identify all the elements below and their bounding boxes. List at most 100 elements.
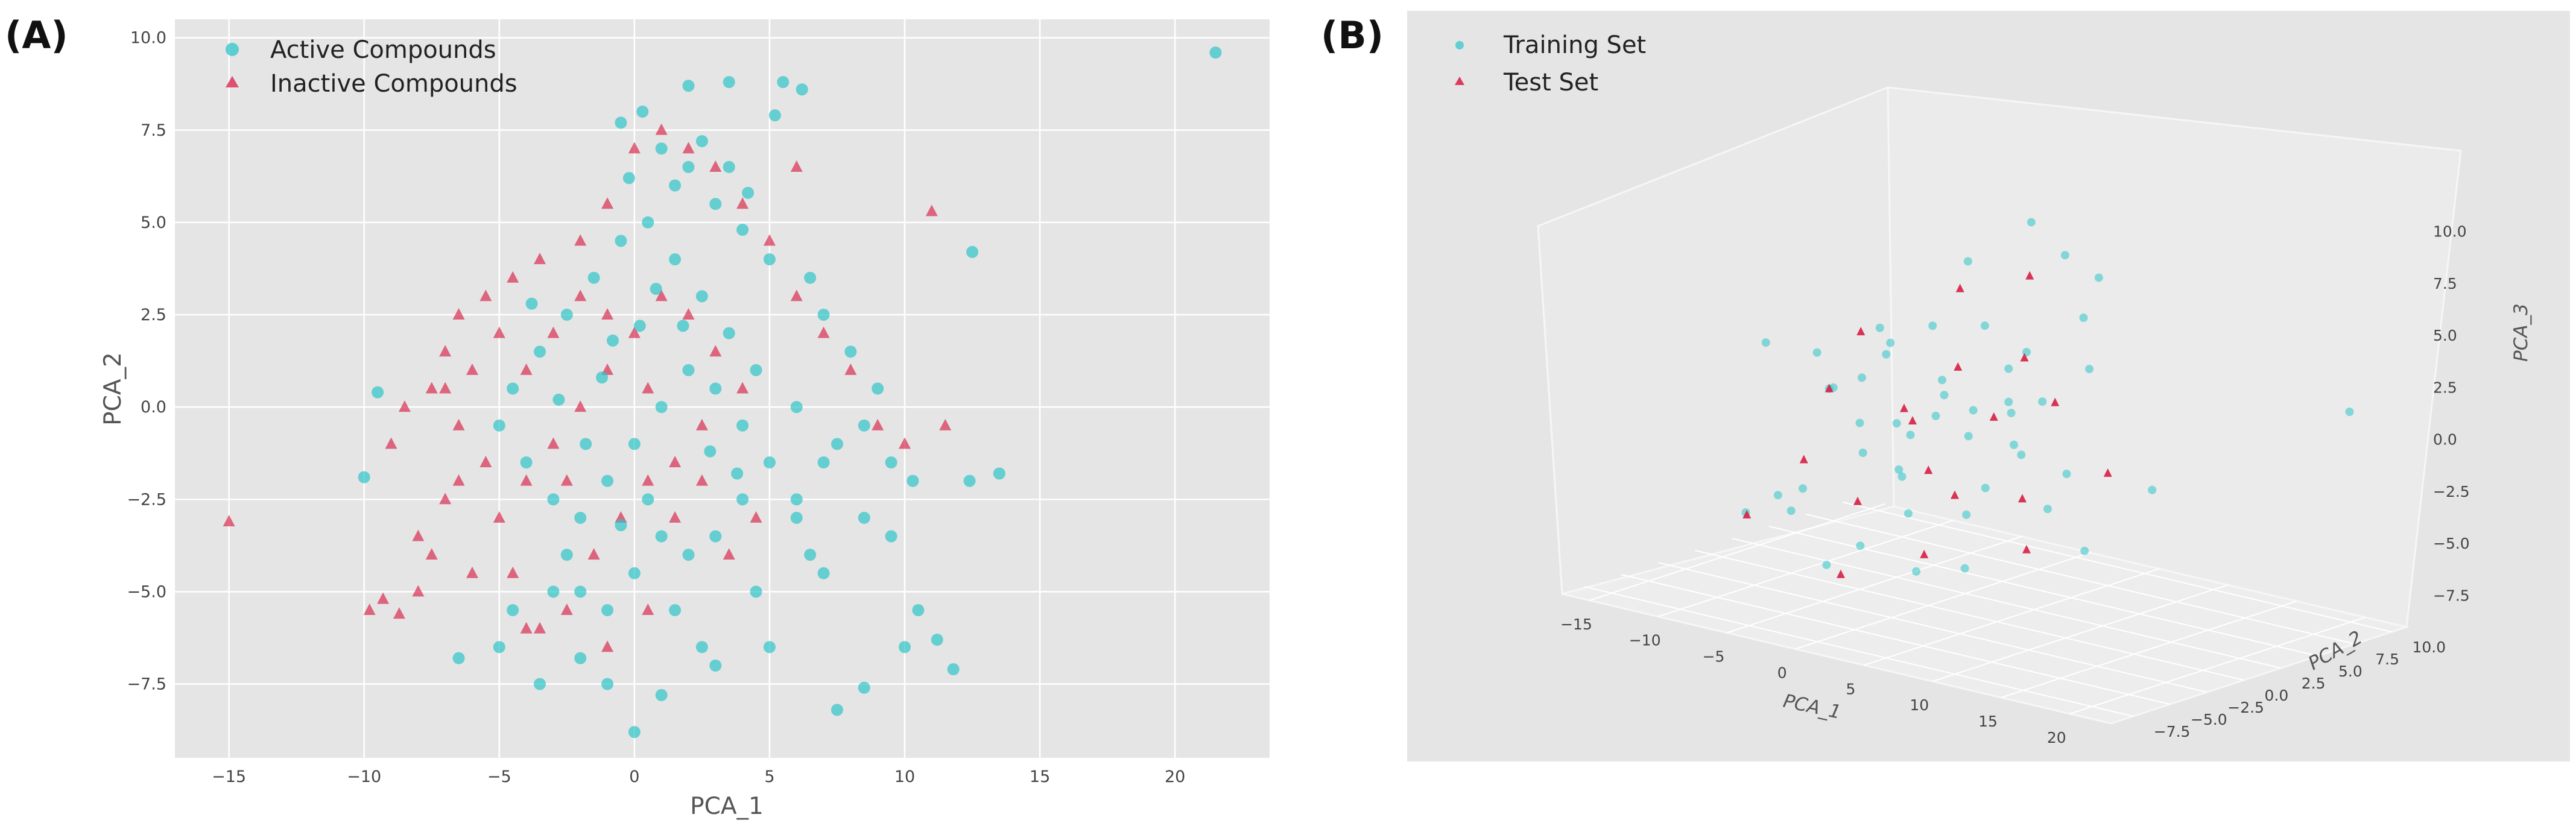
active-point — [899, 641, 911, 654]
legend-inactive-label: Inactive Compounds — [270, 70, 517, 98]
inactive-point — [223, 515, 235, 526]
legend-training-label: Training Set — [1503, 31, 1646, 59]
inactive-point — [790, 289, 803, 301]
inactive-point — [479, 456, 492, 467]
active-point — [750, 585, 762, 598]
active-point — [507, 604, 519, 616]
training-point — [2079, 314, 2088, 322]
chart-a-x-ticks: −15 −10 −5 0 5 10 15 20 — [212, 768, 1185, 786]
inactive-point — [493, 326, 505, 338]
active-point — [790, 401, 803, 414]
training-point — [2060, 251, 2069, 260]
inactive-point — [377, 592, 390, 604]
active-point — [493, 419, 505, 432]
y3d-tick-label: −2.5 — [2227, 699, 2264, 716]
training-point — [1886, 338, 1895, 347]
y-tick-label: 5.0 — [141, 213, 166, 232]
active-point — [607, 334, 619, 347]
inactive-point — [452, 474, 465, 486]
z3d-tick-label: 7.5 — [2433, 275, 2457, 292]
y3d-tick-label: 5.0 — [2338, 663, 2362, 680]
training-point — [1856, 541, 1865, 550]
active-point — [669, 604, 682, 616]
inactive-point — [682, 308, 695, 320]
test-point — [1824, 383, 1834, 393]
inactive-point — [439, 345, 452, 357]
legend-test-marker — [1455, 77, 1464, 85]
inactive-point — [628, 326, 641, 338]
y-tick-label: −7.5 — [127, 675, 166, 694]
inactive-point — [628, 142, 641, 154]
inactive-point — [939, 418, 952, 430]
training-point — [2017, 450, 2026, 459]
active-point — [601, 474, 614, 487]
y-tick-label: −2.5 — [127, 490, 166, 509]
active-point — [947, 663, 960, 675]
training-point — [1882, 350, 1891, 359]
active-point — [742, 186, 755, 199]
inactive-point — [695, 474, 708, 486]
x3d-tick-label: 0 — [1777, 664, 1787, 681]
test-point — [2020, 353, 2029, 362]
inactive-point — [899, 437, 911, 449]
active-point — [885, 530, 897, 543]
inactive-point — [520, 363, 533, 375]
chart-b-z-axis-label: PCA_3 — [2510, 303, 2532, 362]
grid-3d-line — [1843, 502, 2392, 632]
training-point — [2004, 397, 2013, 406]
training-point — [1904, 509, 1913, 518]
active-point — [763, 456, 776, 468]
active-point — [560, 309, 573, 321]
grid-3d-line — [1864, 568, 2160, 666]
test-point — [1920, 549, 1929, 558]
grid-3d-line — [2001, 601, 2297, 698]
chart-b-y-ticks: −7.5−5.0−2.50.0 2.5 5.0 7.5 10.0 — [2154, 638, 2446, 740]
inactive-point — [560, 474, 573, 486]
inactive-point — [642, 382, 654, 394]
inactive-point — [655, 289, 668, 301]
training-point — [2007, 408, 2016, 417]
test-point — [1900, 403, 1908, 412]
chart-a-x-axis-label: PCA_1 — [690, 793, 764, 820]
inactive-point — [439, 382, 452, 394]
legend-active-label: Active Compounds — [270, 36, 496, 64]
active-point — [709, 659, 722, 672]
inactive-point — [642, 604, 654, 615]
grid-3d-line — [1621, 574, 2171, 705]
training-point — [1960, 564, 1969, 573]
active-point — [750, 364, 762, 376]
y3d-tick-label: −7.5 — [2154, 723, 2191, 740]
test-point — [1951, 490, 1959, 499]
x-tick-label: −10 — [347, 768, 381, 786]
inactive-point — [425, 382, 438, 394]
active-point — [682, 80, 695, 92]
active-point — [763, 253, 776, 266]
active-point — [655, 401, 668, 414]
y3d-tick-label: 2.5 — [2302, 675, 2326, 692]
y-tick-label: −5.0 — [127, 582, 166, 601]
inactive-point — [507, 271, 519, 283]
active-point — [777, 76, 790, 89]
active-point — [669, 179, 682, 192]
z3d-tick-label: 10.0 — [2433, 223, 2467, 241]
z3d-tick-label: 2.5 — [2433, 379, 2457, 396]
test-point — [1908, 416, 1917, 424]
grid-3d-line — [1658, 562, 2207, 693]
active-point — [790, 511, 803, 524]
inactive-point — [547, 437, 560, 449]
inactive-point — [872, 418, 884, 430]
training-point — [2043, 505, 2052, 514]
test-point — [1853, 496, 1862, 505]
active-point — [723, 327, 735, 339]
legend-test-label: Test Set — [1503, 69, 1598, 96]
inactive-point — [574, 400, 587, 412]
active-point — [615, 235, 627, 247]
x3d-tick-label: 10 — [1910, 696, 1929, 714]
inactive-point — [479, 289, 492, 301]
active-point — [547, 585, 560, 598]
active-point — [763, 641, 776, 654]
active-point — [574, 585, 587, 598]
x-tick-label: 20 — [1165, 768, 1185, 786]
